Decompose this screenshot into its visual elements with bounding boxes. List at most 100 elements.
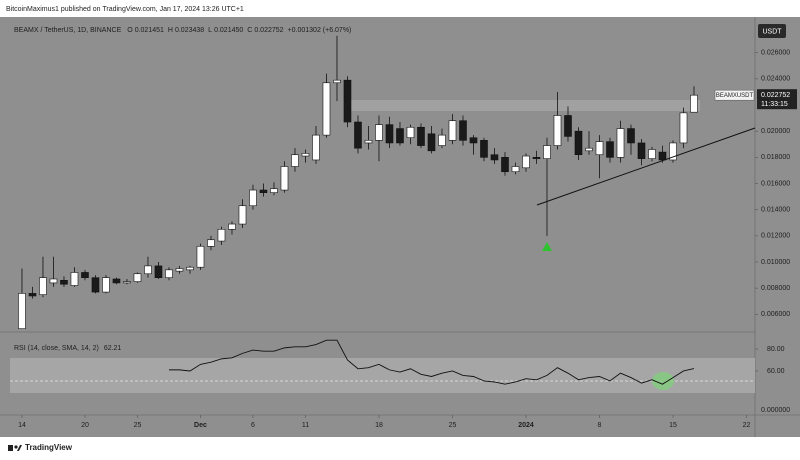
marks	[18, 35, 698, 385]
y-tick-label: 0.026000	[761, 50, 790, 57]
x-tick-label: 14	[18, 422, 26, 429]
candle-body	[522, 155, 530, 169]
last-price-box	[757, 89, 797, 110]
candle-body	[448, 120, 457, 141]
currency: USDT	[762, 28, 782, 35]
candle-body	[375, 124, 383, 141]
candle-body	[438, 134, 446, 146]
candle-body	[322, 82, 331, 136]
candle-body	[354, 121, 362, 149]
x-tick-label: 11	[302, 422, 309, 429]
x-tick-label: 15	[669, 422, 677, 429]
y-tick-label: 0.008000	[761, 285, 790, 292]
rsi-tick-label: 60.00	[767, 368, 785, 375]
ohlc-key: H	[168, 27, 173, 34]
rsi-title: RSI (14, close, SMA, 14, 2)	[14, 345, 99, 352]
symbol: BEAMX / TetherUS, 1D, BINANCE	[14, 27, 122, 34]
y-tick-label: 0.010000	[761, 259, 790, 266]
candle-body	[270, 188, 278, 193]
y-tick-label: 0.018000	[761, 154, 790, 161]
candle-body	[28, 293, 37, 297]
candle-body	[144, 265, 152, 275]
y-tick-label: 0.014000	[761, 207, 790, 214]
candle-body	[574, 130, 583, 156]
candle-body	[595, 141, 604, 156]
candle-body	[165, 269, 173, 278]
candle-body	[690, 94, 698, 113]
candle-body	[312, 134, 320, 161]
candle-body	[301, 153, 310, 157]
candle-body	[564, 115, 572, 137]
rsi-band	[10, 358, 755, 393]
ohlc-key: C	[247, 27, 252, 34]
candle-body	[385, 124, 394, 144]
x-tick-label: 20	[81, 422, 89, 429]
candle-body	[333, 79, 341, 84]
candle-body	[81, 272, 89, 278]
candle-body	[658, 151, 667, 161]
candle-body	[616, 128, 625, 158]
candle-body	[511, 166, 520, 173]
rsi-value: 62.21	[104, 345, 122, 352]
candle-body	[123, 281, 131, 284]
candle-body	[606, 141, 614, 158]
candle-body	[39, 277, 47, 295]
x-tick-label: 25	[449, 422, 457, 429]
ohlc-key: O	[127, 27, 133, 34]
ohlc-value: 0.022752	[254, 27, 283, 34]
candle-body	[238, 205, 247, 225]
candle-body	[18, 293, 26, 329]
y-tick-label: 0.020000	[761, 128, 790, 135]
logo-dot	[14, 445, 18, 449]
resistance-zone	[345, 100, 700, 111]
candle-body	[343, 79, 352, 123]
x-tick-label: 6	[251, 422, 255, 429]
ohlc-value: 0.021450	[214, 27, 243, 34]
symbol-label-box	[714, 89, 755, 101]
x-tick-label: 8	[598, 422, 602, 429]
candle-body	[427, 133, 436, 152]
rsi-tick-label: 80.00	[767, 346, 785, 353]
candle-body	[480, 140, 488, 158]
logo-block	[8, 445, 13, 451]
candle-body	[207, 239, 215, 247]
candle-body	[469, 137, 478, 144]
candle-body	[406, 126, 415, 139]
x-tick-label: Dec	[194, 422, 207, 429]
symbol-label: BEAMXUSDT	[716, 93, 754, 99]
candle-body	[133, 273, 142, 282]
ohlc-value: 0.023438	[175, 27, 204, 34]
candle-body	[154, 265, 163, 278]
ohlc-key: L	[208, 27, 212, 34]
change: +0.001302 (+6.07%)	[288, 27, 352, 34]
candle-body	[291, 154, 299, 167]
countdown: 11:33:15	[761, 101, 788, 108]
candle-body	[585, 147, 593, 152]
x-tick-label: 22	[743, 422, 751, 429]
last-price: 0.022752	[761, 92, 790, 99]
y-tick-label: 0.016000	[761, 180, 790, 187]
candle-body	[669, 142, 677, 161]
candle-body	[501, 157, 509, 173]
y-tick-label: 0.012000	[761, 233, 790, 240]
candle-body	[396, 128, 404, 144]
candle-body	[175, 268, 184, 272]
candle-body	[60, 279, 68, 285]
x-tick-label: 2024	[518, 422, 534, 429]
candle-body	[648, 149, 656, 159]
footer-logo	[8, 445, 22, 451]
candle-body	[91, 277, 100, 293]
y-tick-label: 0.006000	[761, 311, 790, 318]
candle-body	[532, 157, 541, 159]
candle-body	[217, 228, 226, 242]
candle-body	[637, 142, 646, 159]
x-tick-label: 18	[375, 422, 383, 429]
candle-body	[228, 223, 236, 230]
candle-body	[112, 278, 121, 284]
rsi-highlight	[652, 372, 674, 390]
footer: TradingView	[25, 443, 73, 452]
candle-body	[364, 140, 373, 144]
candle-body	[679, 112, 688, 144]
x-tick-label: 25	[134, 422, 142, 429]
